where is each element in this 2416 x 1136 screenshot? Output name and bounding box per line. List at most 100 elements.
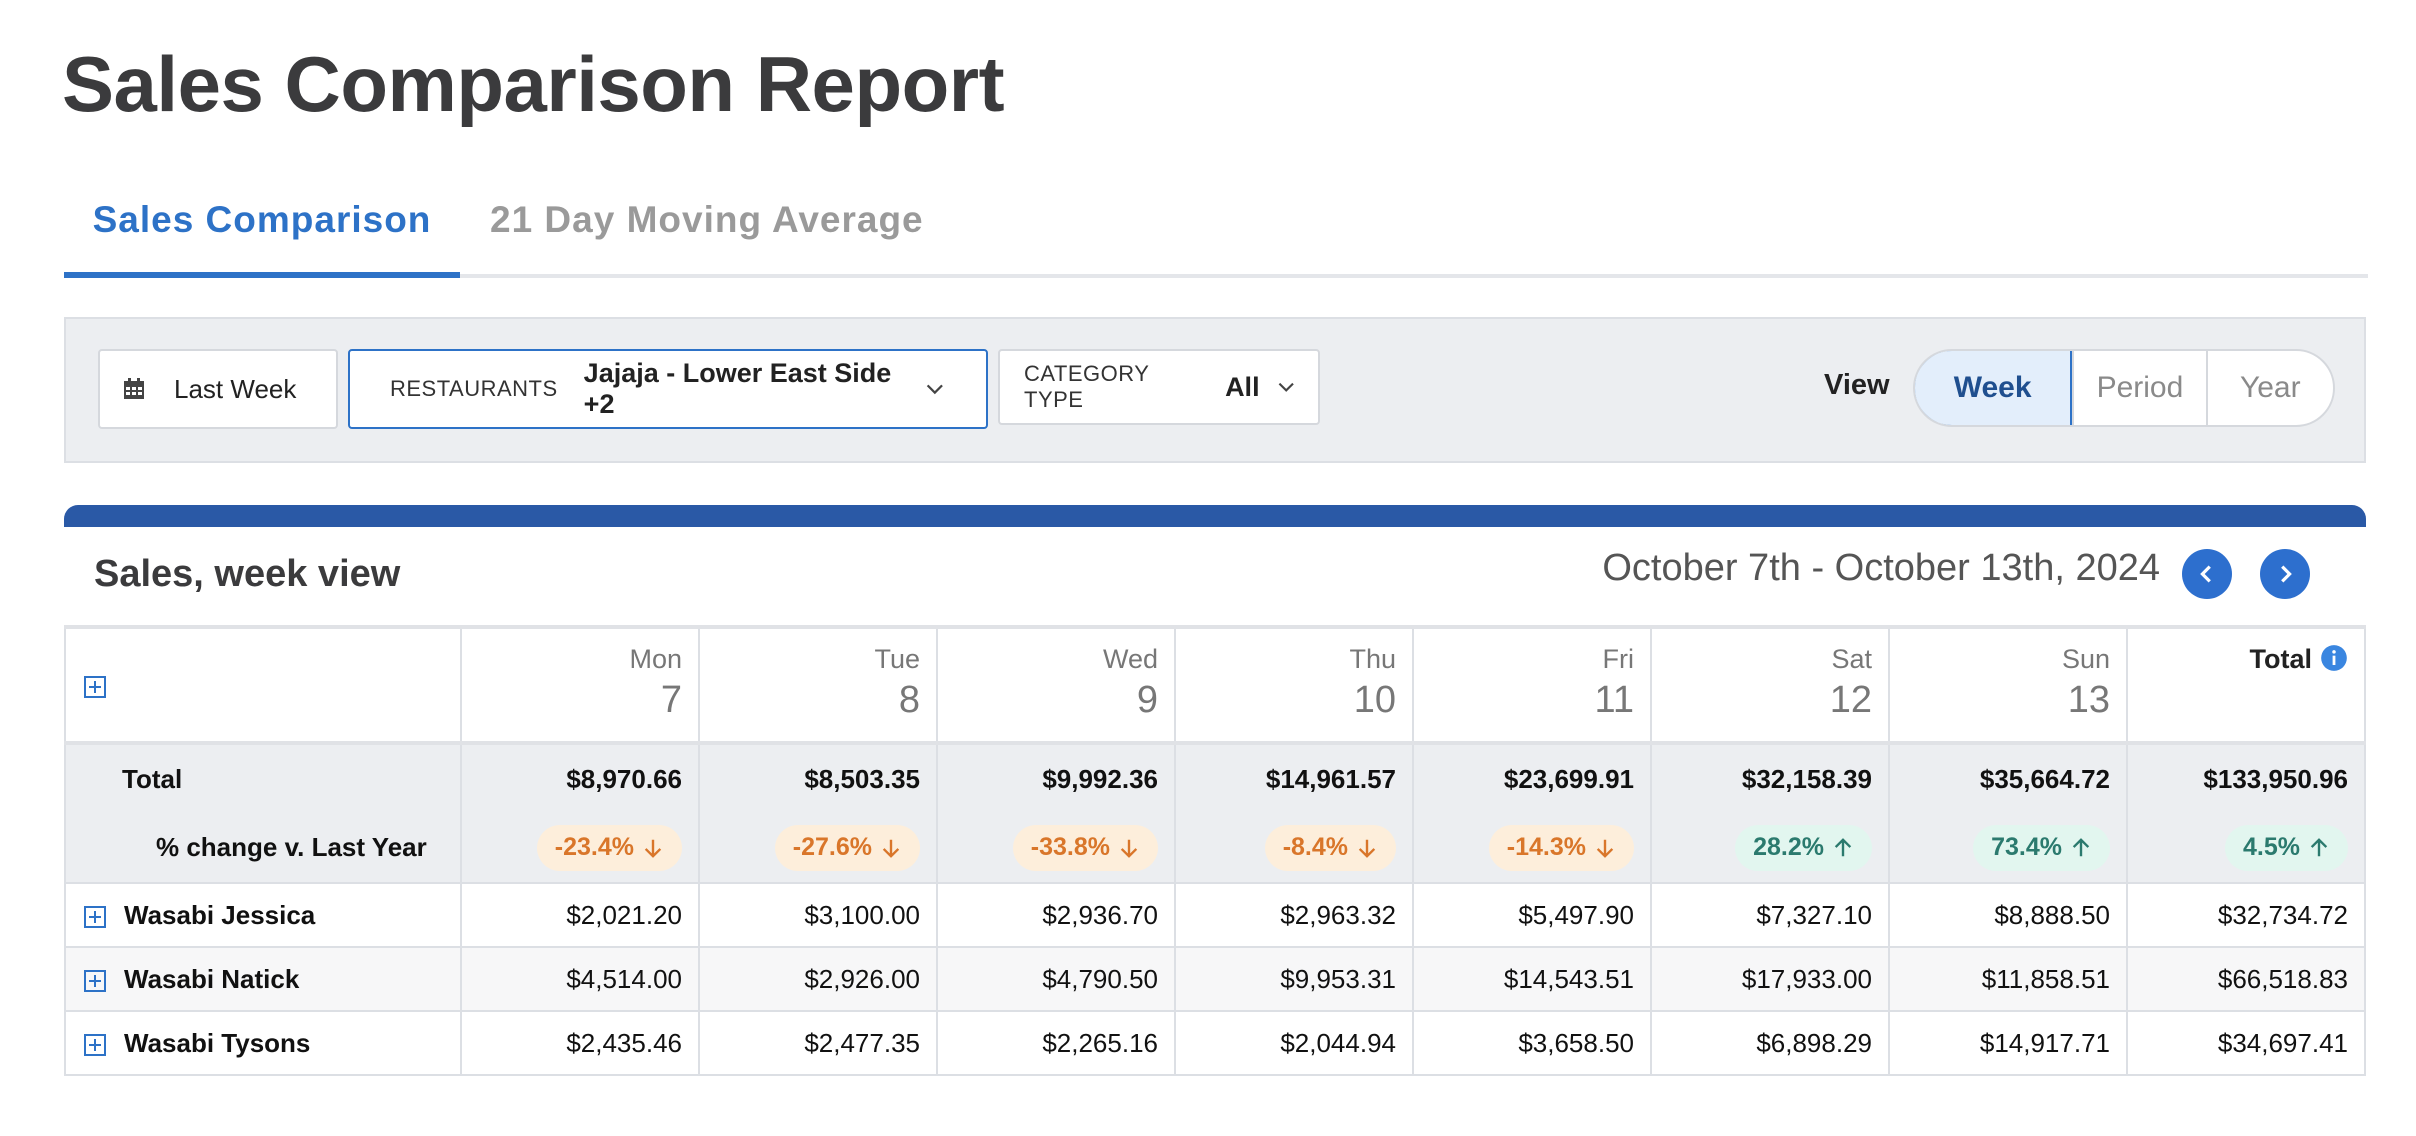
percent-change-cell: 73.4%: [1888, 813, 2128, 884]
card-accent-bar: [64, 505, 2366, 527]
column-header-day: Mon 7: [460, 625, 700, 745]
total-cell: $8,503.35: [698, 742, 938, 813]
percent-change-cell: 4.5%: [2126, 813, 2366, 884]
previous-week-button[interactable]: [2182, 549, 2232, 599]
sales-cell: $2,963.32: [1174, 882, 1414, 948]
sales-cell: $7,327.10: [1650, 882, 1890, 948]
sales-table: Mon 7 Tue 8 Wed 9 Thu 10 Fri 11 Sat 12 Sun 13 T…: [64, 625, 2366, 1076]
percent-change-label: % change v. Last Year: [64, 813, 462, 884]
table-header-row: Mon 7 Tue 8 Wed 9 Thu 10 Fri 11 Sat 12 Sun 13 T…: [64, 625, 2366, 745]
expand-row-icon[interactable]: [84, 1033, 106, 1056]
percent-change-cell: -8.4%: [1174, 813, 1414, 884]
percent-change-badge: -14.3%: [1488, 824, 1634, 871]
total-cell: $8,970.66: [460, 742, 700, 813]
sales-cell: $2,477.35: [698, 1010, 938, 1076]
column-header-total: Total: [2126, 625, 2366, 745]
percent-change-value: -27.6%: [792, 833, 872, 861]
day-number: 12: [1829, 679, 1872, 721]
sales-cell: $9,953.31: [1174, 946, 1414, 1012]
tab-bar: Sales Comparison 21 Day Moving Average: [64, 182, 2368, 278]
arrow-down-icon: [1596, 839, 1614, 858]
category-type-value: All: [1225, 371, 1260, 402]
view-option-year[interactable]: Year: [2205, 351, 2333, 425]
total-cell: $14,961.57: [1174, 742, 1414, 813]
expand-row-icon[interactable]: [84, 905, 106, 928]
expand-all-cell: [64, 625, 462, 745]
percent-change-cell: 28.2%: [1650, 813, 1890, 884]
row-total-cell: $34,697.41: [2126, 1010, 2366, 1076]
table-row: Wasabi Tysons $2,435.46 $2,477.35 $2,265.16…: [64, 1010, 2366, 1076]
chevron-left-icon: [2200, 565, 2211, 583]
week-date-range: October 7th - October 13th, 2024: [1602, 547, 2160, 589]
column-header-day: Thu 10: [1174, 625, 1414, 745]
percent-change-value: 73.4%: [1991, 833, 2062, 861]
percent-change-badge: -8.4%: [1264, 824, 1396, 871]
day-of-week: Wed: [1102, 644, 1158, 674]
chevron-right-icon: [2281, 565, 2292, 583]
column-header-day: Sun 13: [1888, 625, 2128, 745]
column-header-day: Fri 11: [1412, 625, 1652, 745]
category-type-label: CATEGORY TYPE: [1024, 361, 1150, 412]
day-number: 10: [1353, 679, 1396, 721]
sales-cell: $3,658.50: [1412, 1010, 1652, 1076]
total-cell: $133,950.96: [2126, 742, 2366, 813]
sales-cell: $8,888.50: [1888, 882, 2128, 948]
arrow-down-icon: [882, 839, 900, 858]
arrow-up-icon: [2072, 837, 2090, 856]
total-cell: $35,664.72: [1888, 742, 2128, 813]
card-title: Sales, week view: [94, 553, 401, 595]
percent-change-badge: 28.2%: [1735, 824, 1872, 871]
arrow-up-icon: [1834, 837, 1852, 856]
column-header-day: Sat 12: [1650, 625, 1890, 745]
sales-cell: $4,514.00: [460, 946, 700, 1012]
view-toggle: Week Period Year: [1913, 349, 2335, 427]
arrow-up-icon: [2310, 837, 2328, 856]
day-number: 11: [1594, 679, 1634, 721]
percent-change-value: -8.4%: [1282, 833, 1348, 861]
day-of-week: Sun: [2061, 644, 2110, 674]
restaurant-name: Wasabi Jessica: [124, 899, 316, 930]
day-of-week: Fri: [1602, 644, 1634, 674]
day-number: 8: [898, 679, 920, 721]
sales-cell: $11,858.51: [1888, 946, 2128, 1012]
percent-change-cell: -23.4%: [460, 813, 700, 884]
percent-change-value: 28.2%: [1753, 833, 1824, 861]
percent-change-cell: -27.6%: [698, 813, 938, 884]
percent-change-value: 4.5%: [2243, 833, 2300, 861]
arrow-down-icon: [644, 839, 662, 858]
view-option-period[interactable]: Period: [2072, 351, 2205, 425]
tab-21-day-moving-average[interactable]: 21 Day Moving Average: [490, 199, 924, 240]
chevron-down-icon: [1278, 382, 1294, 392]
view-label: View: [1824, 369, 1890, 401]
next-week-button[interactable]: [2260, 549, 2310, 599]
total-cell: $9,992.36: [936, 742, 1176, 813]
date-range-picker[interactable]: Last Week: [98, 349, 338, 429]
percent-change-value: -14.3%: [1506, 833, 1586, 861]
view-option-week[interactable]: Week: [1915, 351, 2073, 425]
sales-cell: $5,497.90: [1412, 882, 1652, 948]
day-number: 7: [660, 679, 682, 721]
expand-row-icon[interactable]: [84, 969, 106, 992]
sales-cell: $2,044.94: [1174, 1010, 1414, 1076]
restaurant-name: Wasabi Tysons: [124, 1027, 311, 1058]
chevron-down-icon: [927, 384, 944, 395]
restaurant-name-cell: Wasabi Tysons: [64, 1010, 462, 1076]
sales-card: Sales, week view October 7th - October 1…: [64, 505, 2366, 1077]
sales-cell: $2,021.20: [460, 882, 700, 948]
info-icon[interactable]: [2320, 644, 2348, 672]
restaurant-name: Wasabi Natick: [124, 963, 300, 994]
total-row-label: Total: [64, 742, 462, 813]
day-of-week: Sat: [1831, 644, 1872, 674]
restaurants-label: RESTAURANTS: [390, 376, 558, 401]
tab-sales-comparison[interactable]: Sales Comparison: [64, 182, 460, 278]
percent-change-badge: -23.4%: [536, 824, 682, 871]
percent-change-badge: 4.5%: [2225, 824, 2348, 871]
percent-change-cell: -33.8%: [936, 813, 1176, 884]
filter-bar: Last Week RESTAURANTS Jajaja - Lower Eas…: [64, 317, 2366, 463]
category-type-select[interactable]: CATEGORY TYPE All: [998, 349, 1320, 425]
calendar-icon: [124, 378, 144, 399]
total-row: Total $8,970.66 $8,503.35 $9,992.36 $14,…: [64, 742, 2366, 813]
expand-all-icon[interactable]: [84, 675, 106, 698]
restaurants-select[interactable]: RESTAURANTS Jajaja - Lower East Side +2: [348, 349, 988, 429]
percent-change-cell: -14.3%: [1412, 813, 1652, 884]
